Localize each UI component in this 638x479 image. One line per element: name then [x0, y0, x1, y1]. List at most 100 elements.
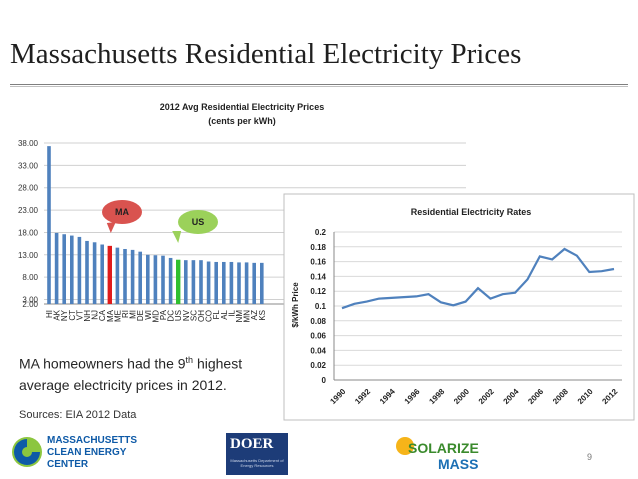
bar-hi — [47, 146, 51, 304]
summary-line1-start: MA homeowners had the 9 — [19, 355, 186, 372]
bar-xtick-label: VT — [75, 310, 84, 320]
line-series-path — [341, 247, 615, 310]
bar-xtick-label: AK — [53, 309, 62, 320]
bar-nh — [85, 240, 89, 304]
bar-xtick-label: IL — [227, 309, 236, 316]
bar-xtick-label: AL — [220, 309, 229, 319]
line-ytick-label: 0.04 — [310, 346, 326, 355]
bar-xtick-label: NH — [83, 310, 92, 322]
mcec-line3: CENTER — [47, 459, 89, 470]
bar-oh — [199, 260, 203, 304]
bar-xtick-label: CT — [68, 310, 77, 321]
bar-xtick-label: KS — [258, 310, 267, 321]
bar-ytick-label: 23.00 — [18, 206, 39, 215]
summary-ordinal-suffix: th — [185, 355, 194, 365]
bar-sc — [191, 260, 196, 304]
bar-il — [229, 261, 234, 304]
bar-chart-title: 2012 Avg Residential Electricity Prices — [160, 102, 324, 112]
bar-mi — [130, 249, 135, 304]
solarize-mass-logo: SOLARIZE MASS — [396, 437, 486, 473]
bar-ks — [260, 262, 264, 304]
slide-title: Massachusetts Residential Electricity Pr… — [10, 38, 522, 70]
bar-de — [138, 251, 142, 304]
mass-clean-energy-center-logo: MASSACHUSETTS CLEAN ENERGY CENTER — [10, 433, 160, 473]
line-ytick-label: 0.08 — [310, 317, 326, 326]
bar-ca — [100, 244, 104, 304]
bar-xtick-label: DC — [167, 310, 176, 322]
bar-xtick-label: CA — [98, 309, 107, 321]
mass-word: MASS — [438, 456, 479, 472]
line-ytick-label: 0.12 — [310, 287, 326, 296]
doer-logo-box — [226, 433, 288, 475]
line-ytick-label: 0.16 — [310, 258, 326, 267]
bar-xtick-label: MI — [129, 310, 138, 319]
bar-ct — [70, 235, 74, 304]
bar-me — [115, 247, 120, 304]
title-rule — [10, 84, 628, 85]
bar-ytick-label: 33.00 — [18, 161, 39, 170]
bar-xtick-label: NV — [182, 309, 191, 321]
bar-nm — [237, 262, 241, 304]
line-ytick-label: 0.2 — [315, 228, 327, 237]
line-ytick-label: 0 — [322, 376, 327, 385]
bar-nj — [92, 242, 97, 304]
bar-fl — [214, 261, 218, 304]
bar-vt — [77, 236, 82, 304]
line-chart-title: Residential Electricity Rates — [411, 207, 532, 217]
ma-callout-pointer — [106, 222, 116, 233]
bar-nv — [184, 260, 188, 304]
ma-callout-label: MA — [115, 207, 129, 217]
bar-al — [222, 261, 226, 304]
line-chart-ylabel: $/kWh Price — [291, 282, 300, 328]
bar-xtick-label: OH — [197, 310, 206, 322]
bar-ytick-label: 13.00 — [18, 251, 39, 260]
bar-co — [206, 261, 211, 304]
bar-ak — [54, 232, 59, 304]
bar-xtick-label: FL — [212, 309, 221, 319]
line-ytick-label: 0.02 — [310, 361, 326, 370]
sun-icon — [396, 437, 414, 455]
bar-ytick-label: 3.00 — [22, 296, 38, 305]
bar-wi — [146, 254, 150, 304]
bar-chart-subtitle: (cents per kWh) — [208, 116, 276, 126]
us-callout: US — [172, 210, 218, 243]
line-ytick-label: 0.06 — [310, 332, 326, 341]
bar-ytick-label: 8.00 — [22, 273, 38, 282]
bar-pa — [161, 255, 165, 304]
bar-xtick-label: NY — [60, 309, 69, 321]
mcec-line1: MASSACHUSETTS — [47, 435, 138, 446]
doer-logo: DOER Massachusetts Department of Energy … — [226, 433, 288, 475]
bar-xtick-label: NJ — [91, 310, 100, 320]
bar-xtick-label: DE — [136, 310, 145, 321]
summary-line2: average electricity prices in 2012. — [19, 376, 227, 393]
bar-ri — [123, 248, 127, 304]
bar-xtick-label: NM — [235, 310, 244, 323]
summary-line1-end: highest — [193, 355, 243, 372]
sources-note: Sources: EIA 2012 Data — [19, 409, 137, 421]
bar-xtick-label: CO — [205, 310, 214, 322]
doer-caption: Massachusetts Department of Energy Resou… — [230, 458, 284, 468]
line-chart-panel — [283, 193, 635, 421]
bar-xtick-label: US — [174, 310, 183, 321]
bar-ytick-label: 38.00 — [18, 139, 39, 148]
ma-callout: MA — [102, 200, 142, 233]
bar-dc — [168, 257, 173, 304]
bar-xtick-label: MN — [243, 310, 252, 323]
bar-xtick-label: MA — [106, 309, 115, 322]
bar-xtick-label: SC — [189, 310, 198, 321]
title-rule-thin — [10, 86, 628, 87]
mcec-leaf-icon — [12, 437, 42, 467]
bar-xtick-label: ME — [113, 310, 122, 322]
bar-ma — [107, 245, 112, 304]
bar-xtick-label: AZ — [250, 310, 259, 320]
bar-ytick-label: 18.00 — [18, 228, 39, 237]
us-callout-bubble — [178, 210, 218, 234]
bar-xtick-label: PA — [159, 309, 168, 320]
mcec-line2: CLEAN ENERGY — [47, 447, 127, 458]
us-callout-label: US — [192, 217, 205, 227]
solarize-word: SOLARIZE — [408, 440, 479, 456]
bar-xtick-label: MD — [151, 310, 160, 323]
doer-wordmark: DOER — [230, 436, 274, 452]
bar-xtick-label: HI — [45, 310, 54, 318]
page-number: 9 — [587, 452, 593, 462]
